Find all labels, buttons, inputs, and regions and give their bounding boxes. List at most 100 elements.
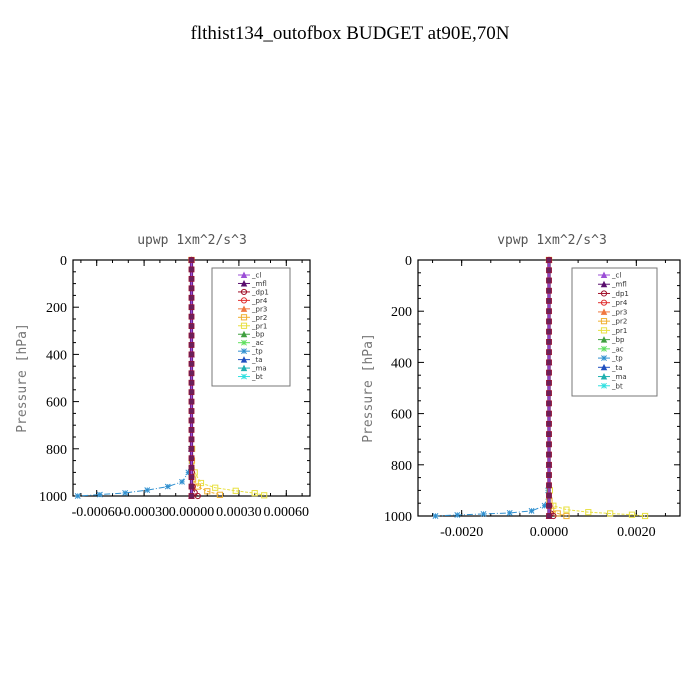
data-marker — [240, 314, 248, 321]
chart-vpwp: vpwp 1xm^2/s^3 Pressure [hPa] 0 200 400 600 80… — [361, 233, 681, 540]
center-marker — [546, 492, 552, 499]
data-marker — [122, 489, 129, 496]
data-marker — [600, 271, 608, 278]
center-marker — [546, 461, 552, 468]
data-marker — [528, 507, 535, 514]
legend-label: _cl — [611, 272, 621, 280]
center-marker — [188, 275, 195, 282]
legend-box — [211, 267, 291, 387]
data-marker — [240, 279, 248, 287]
center-marker — [188, 436, 195, 443]
data-marker — [240, 271, 248, 278]
legend-box — [571, 267, 658, 397]
data-marker — [240, 322, 248, 329]
data-marker — [541, 502, 548, 509]
data-marker — [212, 484, 219, 491]
data-marker — [600, 280, 608, 288]
legend-label: _pr1 — [251, 322, 267, 330]
center-marker — [546, 482, 552, 489]
center-marker — [188, 445, 195, 452]
data-marker — [96, 491, 103, 498]
data-marker — [241, 339, 247, 346]
center-marker — [546, 379, 552, 386]
legend-label: _pr3 — [251, 305, 267, 313]
center-marker — [188, 266, 195, 273]
y-axis-label: Pressure [hPa] — [15, 323, 30, 433]
center-marker — [546, 359, 552, 366]
center-marker — [546, 328, 552, 335]
legend-label: _ac — [611, 345, 624, 353]
y-tick-label: 600 — [46, 396, 67, 411]
data-marker — [563, 512, 570, 520]
legend-label: _tp — [251, 348, 263, 356]
y-tick-label: 0 — [60, 254, 67, 269]
x-tick-label: -0.00030 — [119, 505, 169, 520]
x-tick-label: -0.00060 — [72, 505, 122, 520]
legend-label: _pr4 — [251, 297, 268, 305]
legend-label: _bt — [251, 373, 263, 381]
legend-label: _pr4 — [611, 299, 628, 307]
chart-title: vpwp 1xm^2/s^3 — [497, 233, 607, 248]
center-marker — [546, 502, 552, 509]
legend-label: _ac — [251, 339, 264, 347]
legend-label: _ma — [251, 365, 267, 373]
center-marker — [188, 389, 195, 396]
center-marker — [546, 349, 552, 356]
center-marker — [546, 451, 552, 458]
data-marker — [600, 363, 608, 371]
center-marker — [546, 277, 552, 284]
y-tick-label: 800 — [46, 443, 67, 458]
center-marker — [546, 420, 552, 427]
x-tick-label: 0.00030 — [216, 505, 262, 520]
data-marker — [240, 288, 248, 296]
legend-label: _bt — [611, 382, 623, 390]
data-marker — [600, 327, 608, 334]
legend-label: _dp1 — [251, 288, 269, 296]
data-marker — [563, 506, 570, 513]
y-tick-label: 600 — [391, 408, 412, 423]
data-marker — [144, 487, 151, 494]
data-marker — [240, 330, 248, 338]
y-axis-label: Pressure [hPa] — [361, 333, 376, 443]
chart-title: upwp 1xm^2/s^3 — [137, 233, 247, 248]
center-marker — [188, 483, 195, 490]
center-marker — [188, 379, 195, 386]
main-title: flthist134_outofbox BUDGET at90E,70N — [191, 23, 510, 44]
center-marker — [546, 267, 552, 274]
legend-label: _ma — [611, 373, 627, 381]
center-marker — [546, 308, 552, 315]
data-marker — [204, 488, 211, 495]
data-marker — [607, 510, 614, 517]
center-marker — [188, 427, 195, 433]
y-tick-label: 200 — [391, 305, 412, 320]
center-marker — [546, 390, 552, 397]
data-marker — [454, 512, 461, 518]
data-marker — [241, 348, 247, 355]
center-marker — [546, 339, 552, 345]
center-marker — [546, 318, 552, 325]
center-marker — [188, 370, 195, 377]
data-marker — [240, 305, 248, 312]
legend-label: _cl — [251, 272, 261, 280]
legend-label: _pr1 — [611, 327, 627, 335]
legend: _cl_mfl_dp1_pr4_pr3_pr2_pr1_bp_ac_tp_ta_… — [211, 267, 291, 387]
center-marker — [188, 464, 195, 471]
data-marker — [241, 373, 247, 380]
data-marker — [240, 297, 248, 304]
legend-label: _dp1 — [611, 290, 629, 298]
data-marker — [261, 492, 268, 499]
y-tick-label: 400 — [46, 348, 67, 363]
data-marker — [179, 478, 185, 485]
y-tick-label: 1000 — [39, 490, 67, 505]
series-line-tp — [435, 259, 550, 517]
series-line-tp — [77, 259, 192, 497]
center-marker — [188, 342, 195, 348]
center-marker — [546, 287, 552, 294]
data-marker — [240, 356, 248, 363]
data-marker — [600, 299, 608, 306]
data-marker — [432, 513, 439, 519]
center-marker — [546, 400, 552, 407]
data-marker — [506, 509, 513, 516]
legend-label: _ta — [251, 356, 263, 364]
data-marker — [601, 382, 607, 389]
